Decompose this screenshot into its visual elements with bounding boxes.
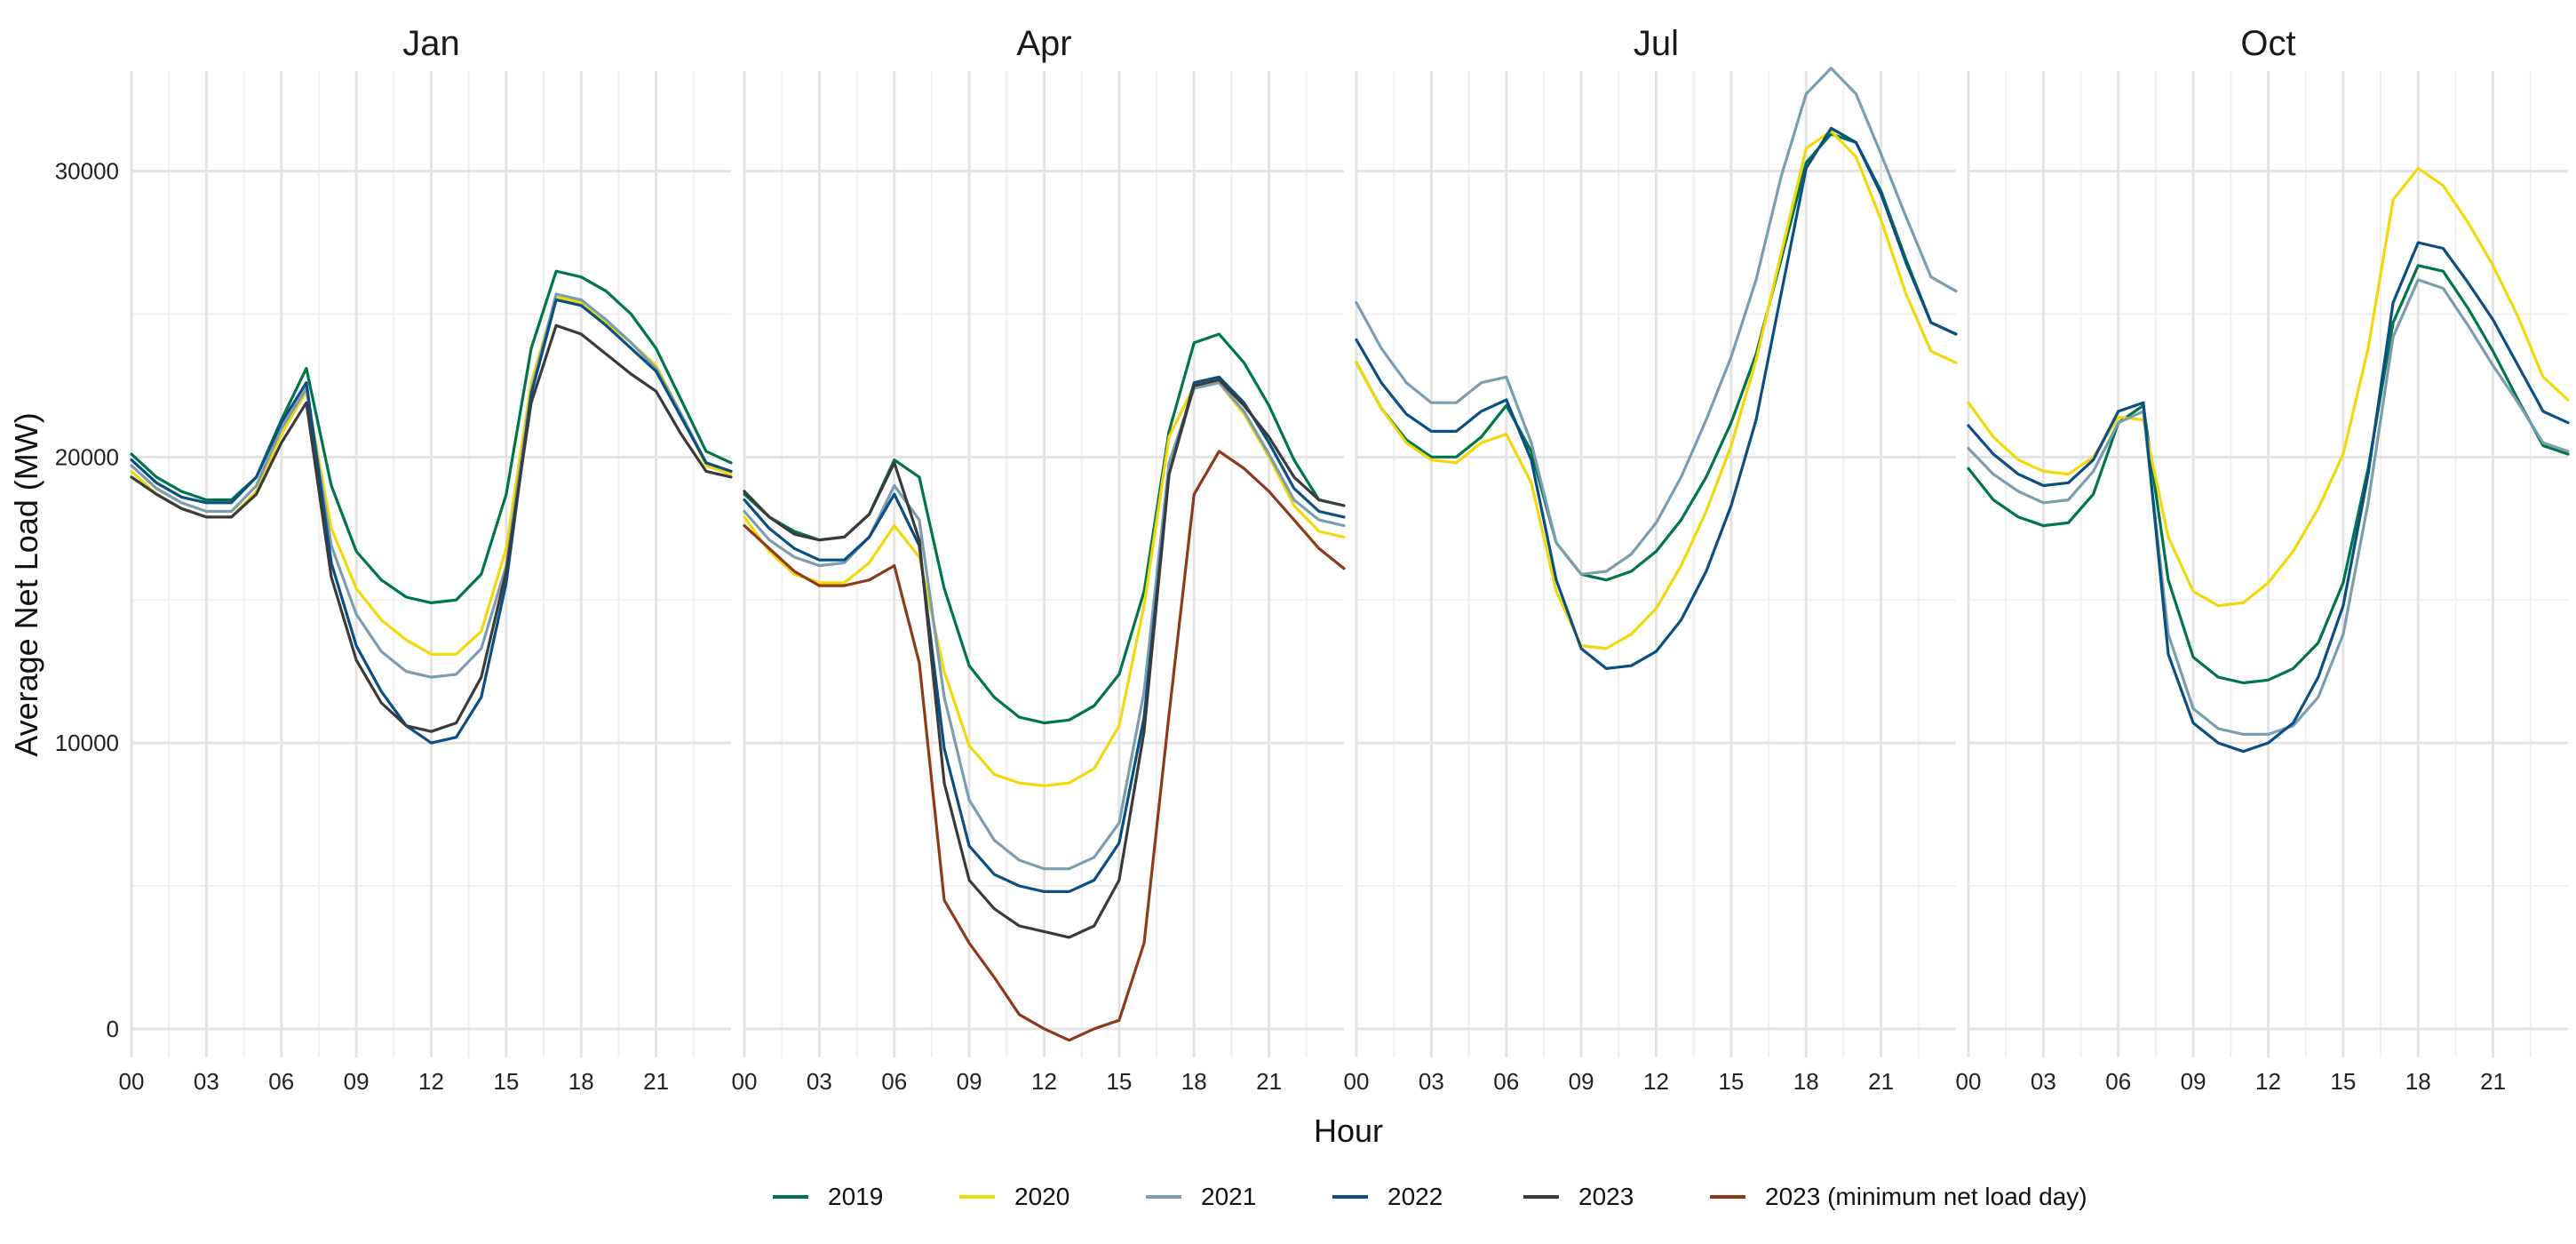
x-tick-label: 12 <box>2255 1068 2281 1095</box>
legend-label: 2023 (minimum net load day) <box>1765 1183 2087 1210</box>
x-tick-label: 00 <box>119 1068 145 1095</box>
panel-title: Jan <box>402 24 460 63</box>
x-tick-label: 09 <box>1569 1068 1594 1095</box>
x-tick-label: 00 <box>1344 1068 1370 1095</box>
x-tick-label: 03 <box>1419 1068 1444 1095</box>
legend-item-2021: 2021 <box>1146 1183 1256 1210</box>
series-line-2022 <box>743 375 1346 893</box>
y-axis: 0 10000 20000 30000 <box>55 158 119 1042</box>
panel-title: Oct <box>2240 24 2295 63</box>
legend-label: 2023 <box>1578 1183 1634 1210</box>
x-tick-label: 21 <box>643 1068 669 1095</box>
y-axis-title: Average Net Load (MW) <box>8 412 44 757</box>
series-line-2020 <box>743 381 1346 787</box>
series-line-2023-minimum-net-load-day <box>743 450 1346 1042</box>
x-tick-label: 06 <box>268 1068 294 1095</box>
x-tick-label: 06 <box>881 1068 907 1095</box>
legend: 2019 2020 2021 2022 2023 2023 (minimum net lo… <box>773 1183 2087 1210</box>
legend-label: 2022 <box>1387 1183 1443 1210</box>
x-tick-label: 18 <box>2405 1068 2431 1095</box>
panel-title: Jul <box>1634 24 1679 63</box>
x-tick-label: 00 <box>732 1068 758 1095</box>
legend-label: 2020 <box>1014 1183 1069 1210</box>
series-line-2019 <box>130 269 733 604</box>
x-tick-label: 00 <box>1956 1068 1982 1095</box>
panel-apr: 00 03 06 09 12 15 18 21 Apr <box>732 24 1346 1095</box>
y-tick-label: 20000 <box>55 443 119 470</box>
x-tick-label: 15 <box>1718 1068 1744 1095</box>
panel-title: Apr <box>1016 24 1071 63</box>
x-tick-label: 12 <box>1643 1068 1669 1095</box>
legend-item-2022: 2022 <box>1332 1183 1443 1210</box>
series-line-2022 <box>130 298 733 745</box>
series-line-2021 <box>130 292 733 679</box>
legend-item-2020: 2020 <box>959 1183 1069 1210</box>
series-line-2021 <box>743 381 1346 871</box>
series-line-2020 <box>1355 130 1958 650</box>
x-tick-label: 09 <box>344 1068 370 1095</box>
legend-item-2023-minimum-net-load-day: 2023 (minimum net load day) <box>1710 1183 2087 1210</box>
y-tick-label: 10000 <box>55 730 119 756</box>
y-tick-label: 0 <box>107 1016 119 1042</box>
series-line-2019 <box>1967 264 2570 685</box>
x-tick-label: 03 <box>807 1068 832 1095</box>
x-tick-label: 09 <box>957 1068 982 1095</box>
x-tick-label: 18 <box>568 1068 594 1095</box>
series-line-2021 <box>1967 278 2570 736</box>
series-line-2022 <box>1967 241 2570 754</box>
x-tick-label: 06 <box>2105 1068 2131 1095</box>
series-line-2023 <box>743 378 1346 939</box>
series-line-2020 <box>1967 166 2570 608</box>
x-tick-label: 15 <box>493 1068 519 1095</box>
x-tick-label: 15 <box>2330 1068 2356 1095</box>
x-tick-label: 21 <box>1868 1068 1894 1095</box>
x-tick-label: 09 <box>2181 1068 2206 1095</box>
legend-item-2023: 2023 <box>1523 1183 1634 1210</box>
x-tick-label: 15 <box>1106 1068 1132 1095</box>
x-tick-label: 18 <box>1181 1068 1207 1095</box>
legend-label: 2019 <box>828 1183 883 1210</box>
x-tick-label: 06 <box>1493 1068 1519 1095</box>
x-tick-label: 18 <box>1793 1068 1819 1095</box>
x-tick-label: 03 <box>2031 1068 2056 1095</box>
legend-label: 2021 <box>1201 1183 1256 1210</box>
panel-jan: 00 03 06 09 12 15 18 21 Jan <box>119 24 733 1095</box>
panel-oct: 00 03 06 09 12 15 18 21 Oct <box>1956 24 2570 1095</box>
x-tick-label: 12 <box>418 1068 444 1095</box>
x-tick-label: 21 <box>1256 1068 1282 1095</box>
legend-item-2019: 2019 <box>773 1183 883 1210</box>
series-line-2021 <box>1355 67 1958 576</box>
series-line-2022 <box>1355 126 1958 670</box>
y-tick-label: 30000 <box>55 158 119 185</box>
x-tick-label: 12 <box>1031 1068 1057 1095</box>
series-line-2023 <box>130 323 733 733</box>
x-tick-label: 03 <box>194 1068 219 1095</box>
x-tick-label: 21 <box>2480 1068 2506 1095</box>
x-axis-title: Hour <box>1314 1112 1383 1149</box>
panel-jul: 00 03 06 09 12 15 18 21 Jul <box>1344 24 1958 1095</box>
